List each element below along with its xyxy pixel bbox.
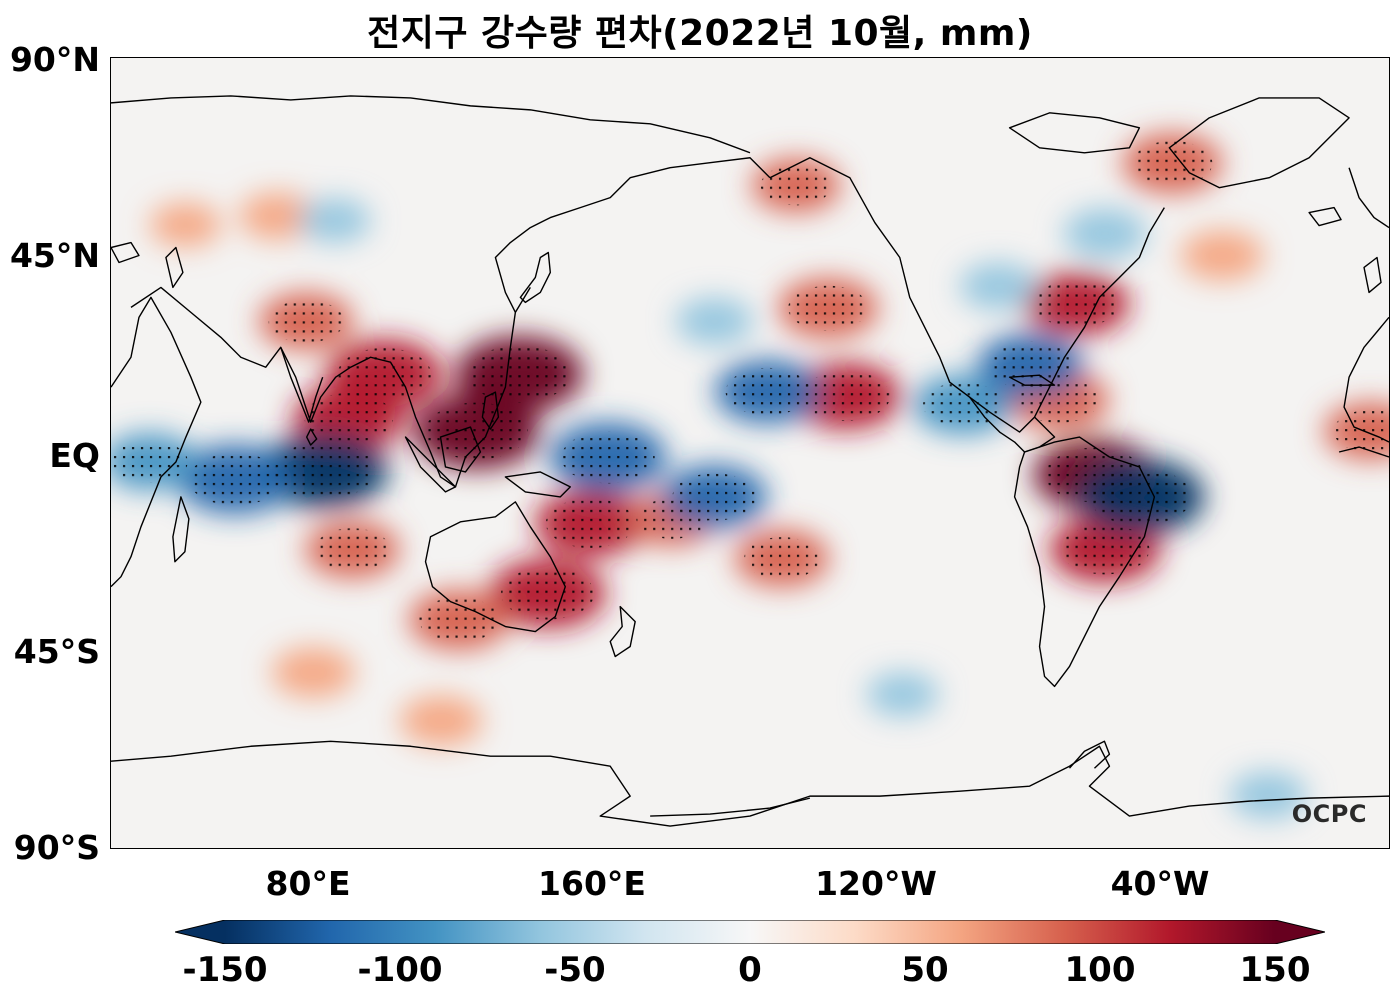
- coast-madagascar: [172, 496, 190, 563]
- significance-stipple: [1333, 409, 1389, 453]
- anomaly-blob: [1063, 208, 1147, 259]
- coast-caspian: [165, 246, 184, 289]
- coast-arctic-islands: [1008, 112, 1141, 154]
- lat-label-90n: 90°N: [9, 40, 100, 79]
- colorbar-tick-minus150: -150: [182, 950, 268, 990]
- lat-label-eq: EQ: [49, 436, 100, 475]
- anomaly-blob: [149, 202, 222, 247]
- anomaly-blob: [239, 192, 317, 240]
- coast-siberia: [111, 95, 751, 154]
- coast-srilanka: [305, 428, 318, 446]
- significance-stipple: [501, 567, 595, 620]
- coast-cuba: [1008, 374, 1056, 386]
- map-panel: OCPC: [110, 57, 1390, 849]
- colorbar-max-extend: [1275, 920, 1325, 944]
- significance-stipple: [304, 393, 394, 443]
- coast-europe: [1348, 167, 1389, 229]
- colorbar-tick-minus50: -50: [544, 950, 606, 990]
- lat-label-45n: 45°N: [9, 236, 100, 275]
- lat-label-45s: 45°S: [13, 632, 100, 671]
- significance-stipple: [545, 498, 635, 549]
- significance-stipple: [1089, 468, 1192, 526]
- significance-stipple: [561, 431, 655, 484]
- significance-stipple: [1060, 524, 1150, 575]
- colorbar-min-extend: [175, 920, 225, 944]
- significance-stipple: [1018, 377, 1099, 423]
- anomaly-blob: [866, 672, 939, 717]
- coast-west-africa: [1343, 316, 1389, 443]
- colorbar-body: [225, 920, 1275, 944]
- significance-stipple: [788, 285, 869, 331]
- coast-newguinea: [504, 471, 571, 498]
- significance-stipple: [112, 440, 188, 484]
- coast-iceland: [1308, 206, 1342, 227]
- significance-stipple: [1034, 280, 1119, 328]
- coast-philippines: [481, 391, 500, 430]
- significance-stipple: [268, 300, 344, 343]
- coast-north-america: [769, 157, 1165, 433]
- colorbar-tick-minus100: -100: [357, 950, 443, 990]
- coast-ross-shelf: [650, 797, 811, 817]
- significance-stipple: [672, 473, 757, 521]
- coast-japan: [519, 251, 552, 304]
- colorbar-tick-0: 0: [738, 950, 762, 990]
- anomaly-blob: [399, 695, 483, 746]
- coast-antarctica: [111, 740, 1389, 827]
- coast-india: [280, 347, 324, 423]
- ocpc-watermark: OCPC: [1291, 800, 1367, 828]
- significance-stipple: [314, 528, 391, 571]
- anomaly-blob: [1180, 230, 1264, 281]
- significance-stipple: [725, 367, 810, 416]
- coast-borneo: [439, 426, 482, 473]
- significance-stipple: [760, 165, 832, 206]
- significance-stipple: [1132, 140, 1213, 186]
- coast-antarctic-peninsula: [1068, 740, 1111, 769]
- significance-stipple: [801, 371, 891, 421]
- lat-label-90s: 90°S: [13, 828, 100, 867]
- significance-stipple: [468, 345, 571, 403]
- significance-stipple: [337, 347, 431, 401]
- colorbar: [175, 920, 1325, 944]
- coast-asia-south: [130, 286, 531, 488]
- lon-label-120w: 120°W: [815, 864, 937, 903]
- lon-label-80e: 80°E: [265, 864, 351, 903]
- significance-stipple: [923, 382, 1003, 428]
- lon-label-40w: 40°W: [1110, 864, 1210, 903]
- coast-gulf-guinea: [1338, 446, 1389, 458]
- significance-stipple: [272, 442, 376, 499]
- anomaly-blob: [298, 198, 371, 243]
- precipitation-anomaly-map: [111, 58, 1389, 848]
- coast-central-america: [969, 396, 1056, 453]
- significance-stipple: [744, 537, 820, 580]
- colorbar-tick-100: 100: [1064, 950, 1136, 990]
- anomaly-blob: [1229, 771, 1308, 819]
- map-title: 전지구 강수량 편차(2022년 10월, mm): [367, 13, 1033, 54]
- significance-stipple: [418, 597, 499, 643]
- anomaly-blob: [675, 297, 754, 345]
- significance-stipple: [425, 402, 528, 460]
- coast-black-sea: [111, 241, 140, 264]
- colorbar-tick-150: 150: [1239, 950, 1311, 990]
- coast-south-america: [1013, 436, 1156, 688]
- anomaly-blob: [271, 647, 355, 698]
- coast-greenland: [1168, 97, 1350, 189]
- coast-australia: [424, 501, 566, 633]
- coast-uk: [1363, 256, 1382, 294]
- colorbar-tick-50: 50: [901, 950, 949, 990]
- coast-africa: [111, 296, 202, 588]
- coast-nz: [609, 605, 636, 658]
- lon-label-160e: 160°E: [538, 864, 646, 903]
- coast-east-asia: [494, 157, 771, 313]
- anomaly-blob: [959, 262, 1038, 310]
- significance-stipple: [188, 453, 282, 506]
- coast-sumatra: [404, 436, 457, 493]
